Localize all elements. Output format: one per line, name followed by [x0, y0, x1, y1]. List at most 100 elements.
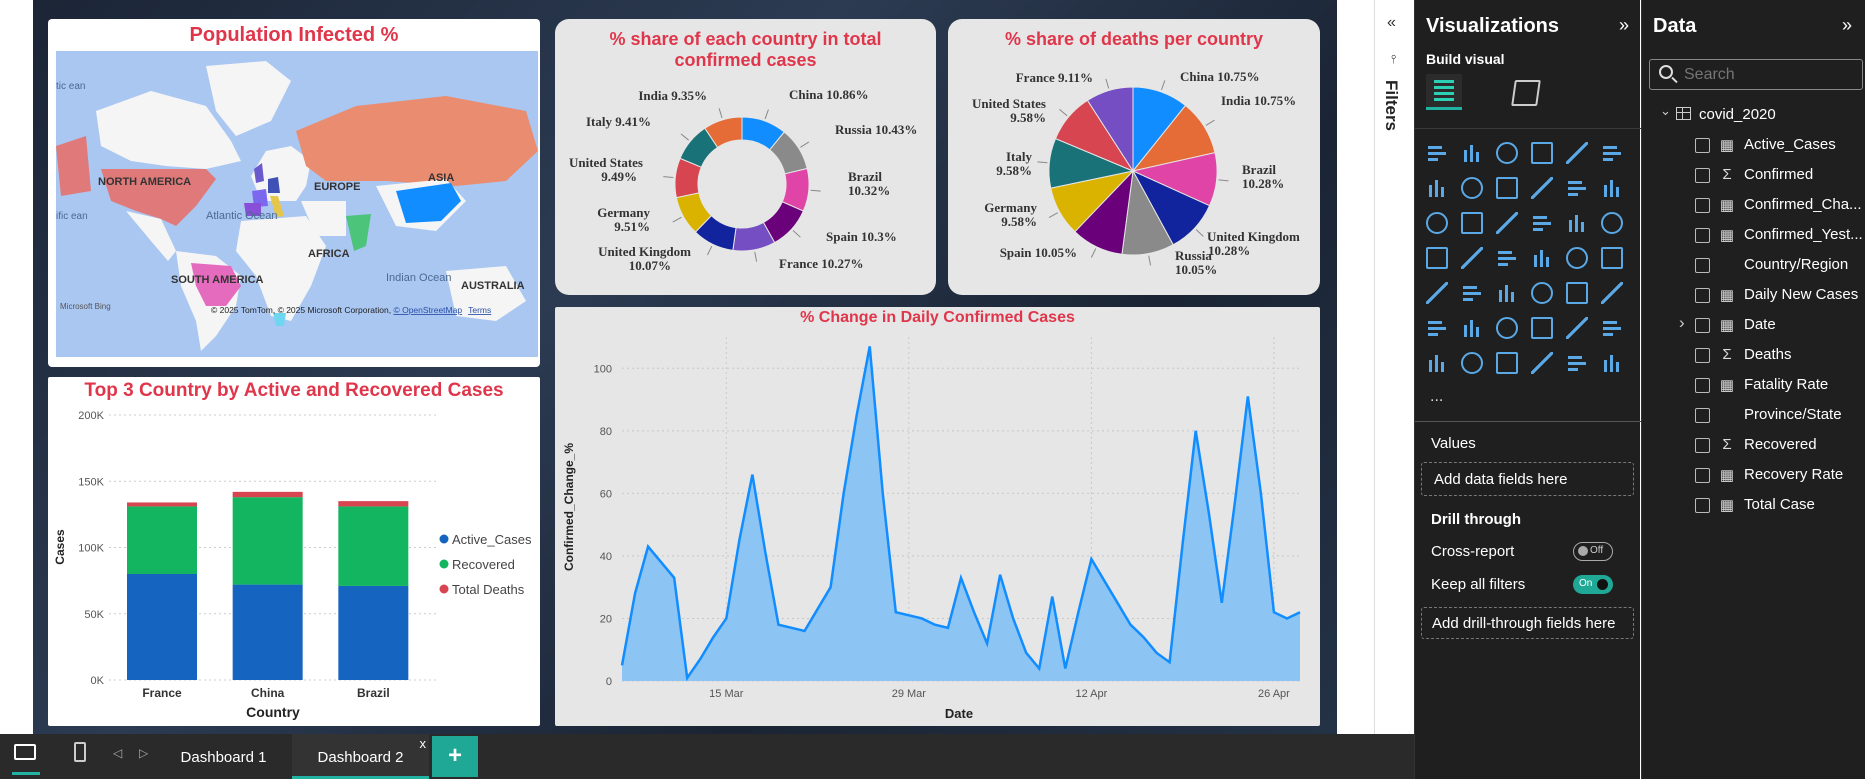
visual-type-icon[interactable]: [1426, 352, 1448, 374]
field-recovered[interactable]: Σ Recovered: [1642, 430, 1865, 460]
visual-type-icon[interactable]: [1601, 177, 1623, 199]
field-checkbox[interactable]: [1695, 168, 1710, 183]
close-tab-icon[interactable]: x: [419, 736, 427, 751]
field-checkbox[interactable]: [1695, 228, 1710, 243]
visual-type-icon[interactable]: [1566, 317, 1588, 339]
world-map[interactable]: NORTH AMERICA EUROPE ASIA AFRICA SOUTH A…: [56, 51, 538, 357]
field-checkbox[interactable]: [1695, 438, 1710, 453]
visual-type-icon[interactable]: [1531, 247, 1553, 269]
visual-type-icon[interactable]: [1461, 212, 1483, 234]
field-active-cases[interactable]: ▦ Active_Cases: [1642, 130, 1865, 160]
field-checkbox[interactable]: [1695, 348, 1710, 363]
mobile-view-icon[interactable]: [74, 742, 86, 762]
visual-type-icon[interactable]: [1566, 352, 1588, 374]
visual-type-icon[interactable]: [1601, 142, 1623, 164]
visual-type-icon[interactable]: [1566, 247, 1588, 269]
field-deaths[interactable]: Σ Deaths: [1642, 340, 1865, 370]
bar-china-recovered[interactable]: [232, 497, 303, 585]
field-checkbox[interactable]: [1695, 198, 1710, 213]
add-drill-through-well[interactable]: Add drill-through fields here: [1421, 607, 1634, 639]
visual-type-icon[interactable]: [1496, 177, 1518, 199]
more-visuals-icon[interactable]: ...: [1430, 388, 1444, 405]
field-checkbox[interactable]: [1695, 378, 1710, 393]
field-checkbox[interactable]: [1695, 258, 1710, 273]
donut-card[interactable]: % share of each country in total confirm…: [555, 19, 936, 295]
visual-type-icon[interactable]: [1496, 247, 1518, 269]
visual-type-icon[interactable]: [1601, 352, 1623, 374]
visual-type-icon[interactable]: [1601, 317, 1623, 339]
visual-type-icon[interactable]: [1496, 142, 1518, 164]
visual-type-icon[interactable]: [1461, 177, 1483, 199]
visual-type-icon[interactable]: [1601, 247, 1623, 269]
search-input[interactable]: [1684, 64, 1854, 86]
field-checkbox[interactable]: [1695, 408, 1710, 423]
visual-type-icon[interactable]: [1496, 212, 1518, 234]
visual-type-icon[interactable]: [1531, 177, 1553, 199]
table-covid-2020[interactable]: ⌄ covid_2020: [1642, 103, 1865, 127]
visual-type-icon[interactable]: [1531, 317, 1553, 339]
visual-type-icon[interactable]: [1461, 247, 1483, 269]
search-box[interactable]: [1649, 59, 1863, 90]
visual-type-icon[interactable]: [1566, 282, 1588, 304]
visual-type-icon[interactable]: [1461, 352, 1483, 374]
filters-label[interactable]: Filters: [1382, 80, 1401, 132]
visual-type-icon[interactable]: [1461, 317, 1483, 339]
visual-type-icon[interactable]: [1426, 212, 1448, 234]
field-checkbox[interactable]: [1695, 468, 1710, 483]
field-confirmed-yest-[interactable]: ▦ Confirmed_Yest...: [1642, 220, 1865, 250]
bar-brazil-recovered[interactable]: [338, 506, 409, 586]
add-data-fields-well[interactable]: Add data fields here: [1421, 462, 1634, 496]
pie-card[interactable]: % share of deaths per country China 10.7…: [948, 19, 1320, 295]
bar-brazil-active_cases[interactable]: [338, 585, 409, 680]
tab-dashboard-1[interactable]: Dashboard 1: [155, 734, 292, 779]
pie-slice-9[interactable]: [1086, 86, 1134, 173]
visual-type-icon[interactable]: [1426, 282, 1448, 304]
visual-type-icon[interactable]: [1601, 212, 1623, 234]
bar-legend-0[interactable]: Active_Cases: [452, 532, 532, 547]
visual-type-icon[interactable]: [1601, 282, 1623, 304]
field-province-state[interactable]: Province/State: [1642, 400, 1865, 430]
field-recovery-rate[interactable]: ▦ Recovery Rate: [1642, 460, 1865, 490]
field-daily-new-cases[interactable]: ▦ Daily New Cases: [1642, 280, 1865, 310]
field-total-case[interactable]: ▦ Total Case: [1642, 490, 1865, 520]
visual-type-icon[interactable]: [1426, 247, 1448, 269]
field-checkbox[interactable]: [1695, 498, 1710, 513]
cross-report-toggle[interactable]: Off: [1573, 542, 1613, 561]
field-country-region[interactable]: Country/Region: [1642, 250, 1865, 280]
bar-brazil-total-deaths[interactable]: [338, 501, 409, 507]
collapse-left-icon[interactable]: «: [1387, 14, 1396, 31]
field-checkbox[interactable]: [1695, 288, 1710, 303]
field-date[interactable]: › ▦ Date: [1642, 310, 1865, 340]
visual-type-icon[interactable]: [1426, 142, 1448, 164]
format-visual-icon[interactable]: [1511, 80, 1541, 106]
visual-type-icon[interactable]: [1566, 177, 1588, 199]
chevron-right-icon[interactable]: ›: [1679, 313, 1685, 332]
pie-chart[interactable]: China 10.75% India 10.75% Brazil 10.28% Unit…: [948, 19, 1320, 295]
area-line[interactable]: [620, 346, 1301, 682]
bar-china-active_cases[interactable]: [232, 584, 303, 680]
field-confirmed-cha-[interactable]: ▦ Confirmed_Cha...: [1642, 190, 1865, 220]
visual-type-icon[interactable]: [1461, 142, 1483, 164]
bar-legend-2[interactable]: Total Deaths: [452, 582, 525, 597]
keep-filters-toggle[interactable]: On: [1573, 575, 1613, 594]
visual-type-icon[interactable]: [1531, 282, 1553, 304]
tab-dashboard-2[interactable]: Dashboard 2 x: [292, 734, 429, 779]
field-fatality-rate[interactable]: ▦ Fatality Rate: [1642, 370, 1865, 400]
visual-type-icon[interactable]: [1496, 317, 1518, 339]
filters-pane[interactable]: « ⫯ Filters: [1374, 0, 1414, 734]
visual-type-icon[interactable]: [1426, 177, 1448, 199]
map-card[interactable]: Population Infected %: [48, 19, 540, 367]
field-checkbox[interactable]: [1695, 318, 1710, 333]
field-confirmed[interactable]: Σ Confirmed: [1642, 160, 1865, 190]
build-visual-icon[interactable]: [1426, 74, 1462, 110]
visual-type-icon[interactable]: [1496, 352, 1518, 374]
visual-type-icon[interactable]: [1496, 282, 1518, 304]
visual-type-icon[interactable]: [1426, 317, 1448, 339]
area-chart[interactable]: 0 20 40 60 80 100 15 Mar 29 Mar 12 Apr 26 Apr Conf…: [555, 307, 1320, 726]
bar-chart[interactable]: 0K 50K 100K 150K 200K Cases Country France China…: [48, 377, 540, 726]
visual-type-icon[interactable]: [1531, 142, 1553, 164]
visual-type-icon[interactable]: [1531, 212, 1553, 234]
next-page-icon[interactable]: ▷: [139, 746, 149, 760]
bar-france-active_cases[interactable]: [127, 574, 197, 680]
desktop-view-icon[interactable]: [14, 744, 36, 760]
